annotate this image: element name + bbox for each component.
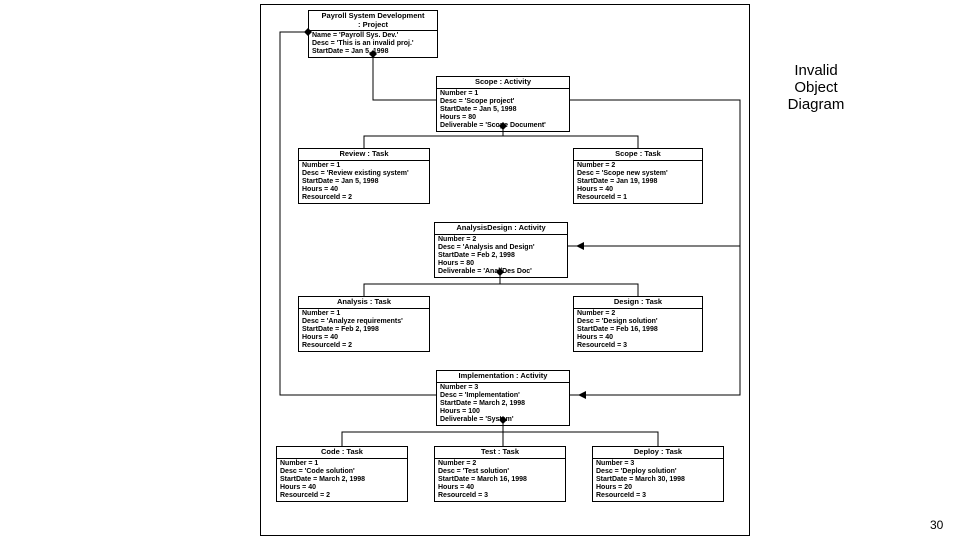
node-body: Number = 2 Desc = 'Design solution' Star…	[574, 309, 702, 351]
node-title: Test : Task	[435, 447, 565, 459]
node-title: Design : Task	[574, 297, 702, 309]
node-test-task: Test : Task Number = 2 Desc = 'Test solu…	[434, 446, 566, 502]
node-body: Number = 1 Desc = 'Code solution' StartD…	[277, 459, 407, 501]
node-title: Implementation : Activity	[437, 371, 569, 383]
node-scope-task: Scope : Task Number = 2 Desc = 'Scope ne…	[573, 148, 703, 204]
node-body: Number = 3 Desc = 'Deploy solution' Star…	[593, 459, 723, 501]
node-title: Deploy : Task	[593, 447, 723, 459]
node-body: Number = 2 Desc = 'Analysis and Design' …	[435, 235, 567, 277]
node-impl-activity: Implementation : Activity Number = 3 Des…	[436, 370, 570, 426]
caption-line2: Object	[776, 79, 856, 96]
node-body: Number = 2 Desc = 'Test solution' StartD…	[435, 459, 565, 501]
caption: Invalid Object Diagram	[776, 62, 856, 113]
caption-line3: Diagram	[776, 96, 856, 113]
node-body: Number = 1 Desc = 'Scope project' StartD…	[437, 89, 569, 131]
node-body: Number = 1 Desc = 'Review existing syste…	[299, 161, 429, 203]
node-title: Analysis : Task	[299, 297, 429, 309]
node-body: Number = 3 Desc = 'Implementation' Start…	[437, 383, 569, 425]
caption-line1: Invalid	[776, 62, 856, 79]
node-body: Name = 'Payroll Sys. Dev.' Desc = 'This …	[309, 31, 437, 57]
node-title: Scope : Activity	[437, 77, 569, 89]
node-body: Number = 2 Desc = 'Scope new system' Sta…	[574, 161, 702, 203]
node-code-task: Code : Task Number = 1 Desc = 'Code solu…	[276, 446, 408, 502]
page-number: 30	[930, 518, 943, 532]
node-title: Payroll System Development : Project	[309, 11, 437, 31]
node-deploy-task: Deploy : Task Number = 3 Desc = 'Deploy …	[592, 446, 724, 502]
node-title: AnalysisDesign : Activity	[435, 223, 567, 235]
node-review-task: Review : Task Number = 1 Desc = 'Review …	[298, 148, 430, 204]
node-title: Review : Task	[299, 149, 429, 161]
node-scope-activity: Scope : Activity Number = 1 Desc = 'Scop…	[436, 76, 570, 132]
node-title: Code : Task	[277, 447, 407, 459]
node-title: Scope : Task	[574, 149, 702, 161]
node-analysis-task: Analysis : Task Number = 1 Desc = 'Analy…	[298, 296, 430, 352]
node-body: Number = 1 Desc = 'Analyze requirements'…	[299, 309, 429, 351]
node-design-task: Design : Task Number = 2 Desc = 'Design …	[573, 296, 703, 352]
node-project: Payroll System Development : Project Nam…	[308, 10, 438, 58]
node-analysis-activity: AnalysisDesign : Activity Number = 2 Des…	[434, 222, 568, 278]
